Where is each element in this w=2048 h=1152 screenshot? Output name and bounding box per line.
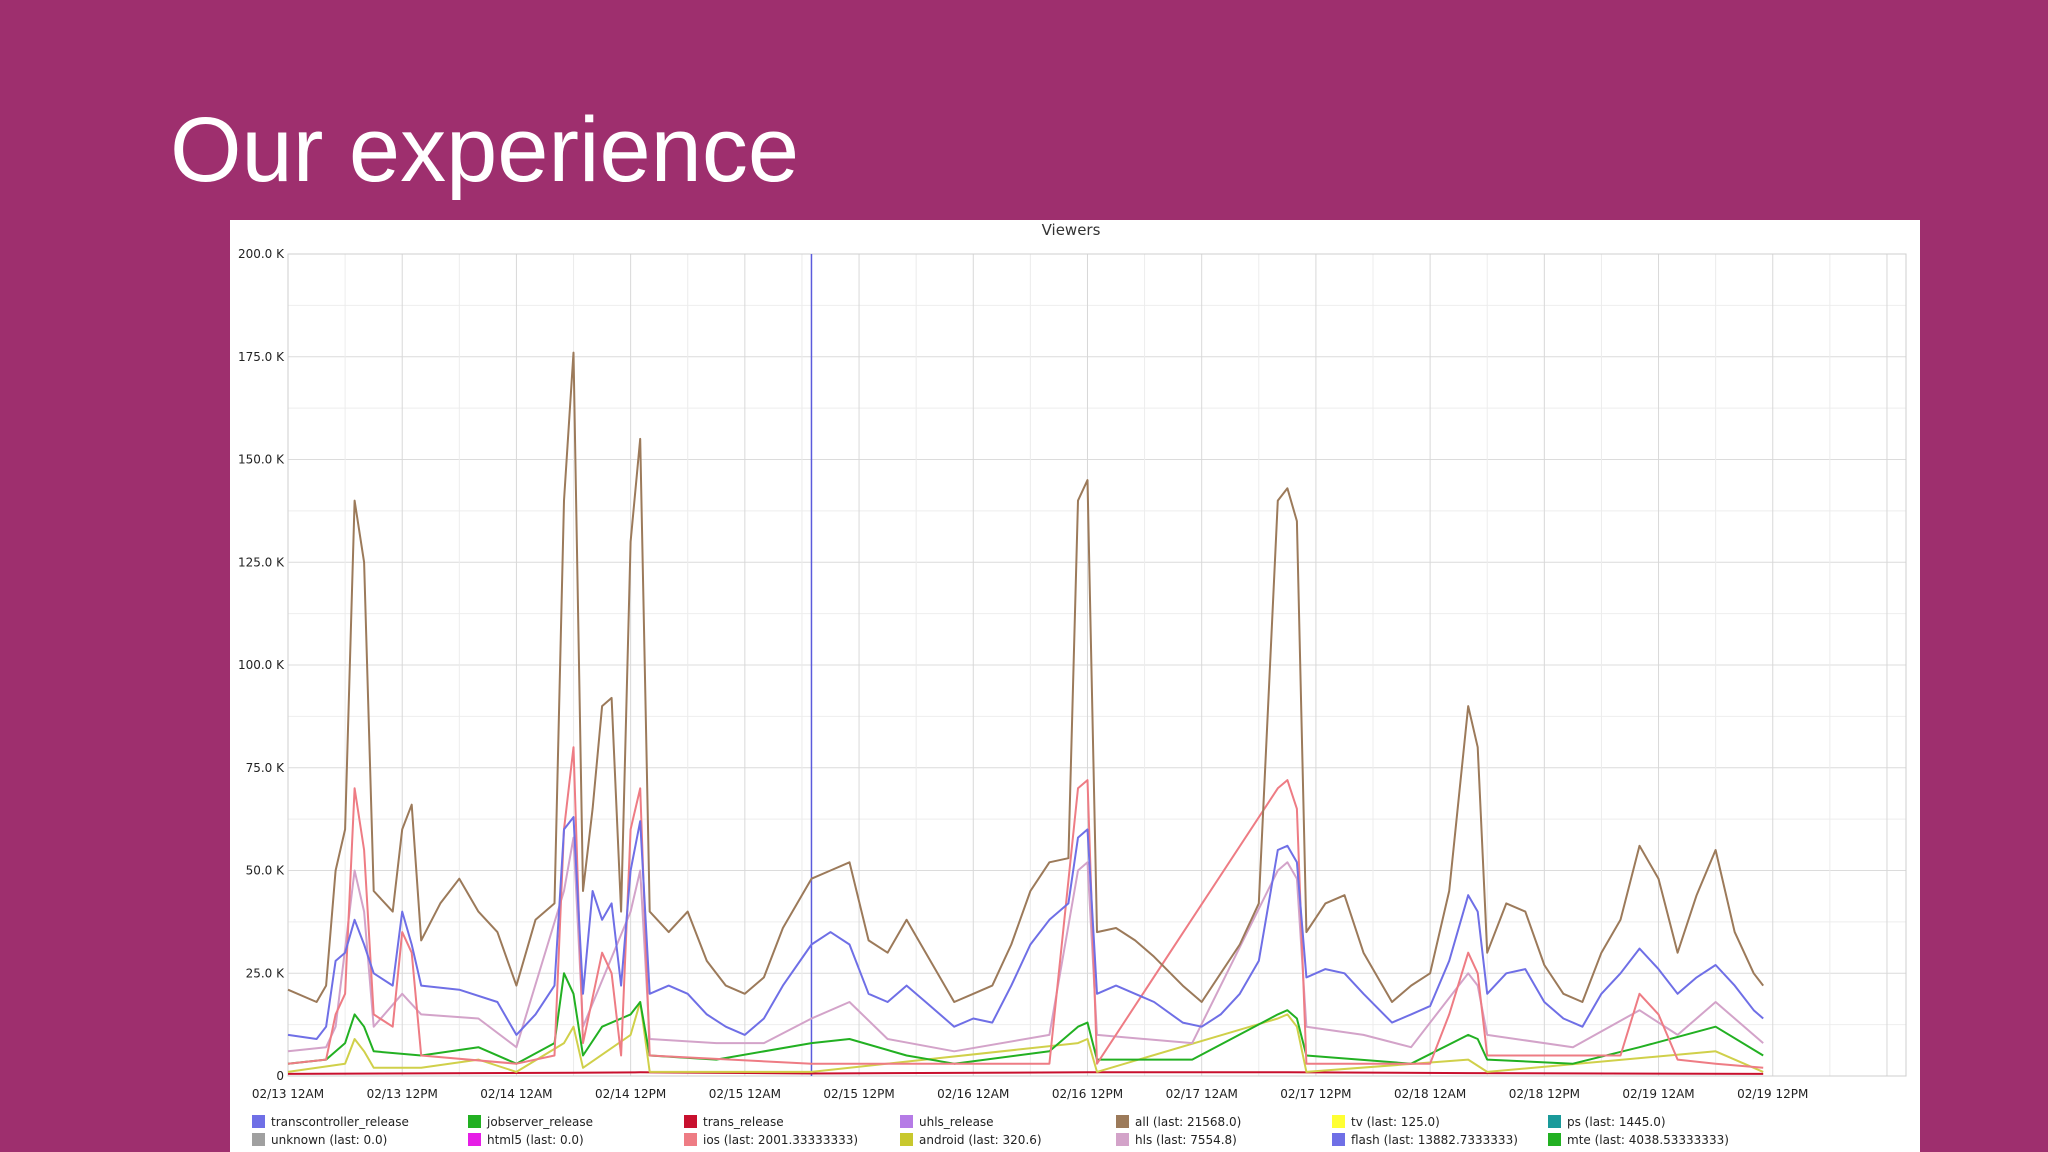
legend-item: transcontroller_release (252, 1114, 409, 1130)
chart-legend: transcontroller_release jobserver_release… (252, 1114, 1912, 1150)
y-tick-label: 100.0 K (238, 658, 285, 672)
y-tick-label: 175.0 K (238, 350, 285, 364)
legend-label: android (last: 320.6) (919, 1133, 1042, 1147)
legend-item: tv (last: 125.0) (1332, 1114, 1440, 1130)
y-tick-label: 125.0 K (238, 555, 285, 569)
series-line-mte (287, 972, 1764, 1065)
x-tick-label: 02/14 12AM (480, 1087, 552, 1101)
legend-swatch (1332, 1133, 1345, 1146)
legend-item: unknown (last: 0.0) (252, 1132, 387, 1148)
legend-item: jobserver_release (468, 1114, 593, 1130)
x-tick-label: 02/19 12AM (1622, 1087, 1694, 1101)
y-tick-label: 50.0 K (246, 864, 286, 878)
series-line-hls (287, 836, 1764, 1053)
legend-label: ps (last: 1445.0) (1567, 1115, 1666, 1129)
legend-swatch (1548, 1133, 1561, 1146)
plot-frame (287, 253, 1907, 1077)
series-lines (287, 351, 1764, 1075)
y-tick-label: 150.0 K (238, 453, 285, 467)
legend-label: tv (last: 125.0) (1351, 1115, 1440, 1129)
legend-label: uhls_release (919, 1115, 994, 1129)
legend-label: html5 (last: 0.0) (487, 1133, 584, 1147)
legend-swatch (1116, 1115, 1129, 1128)
y-tick-label: 25.0 K (246, 966, 286, 980)
chart-title: Viewers (1042, 221, 1101, 239)
legend-label: mte (last: 4038.53333333) (1567, 1133, 1729, 1147)
legend-swatch (900, 1133, 913, 1146)
series-line-trans_release (287, 1071, 1764, 1075)
legend-label: transcontroller_release (271, 1115, 409, 1129)
x-tick-label: 02/13 12AM (252, 1087, 324, 1101)
legend-label: ios (last: 2001.33333333) (703, 1133, 859, 1147)
legend-swatch (1116, 1133, 1129, 1146)
x-tick-label: 02/18 12PM (1509, 1087, 1580, 1101)
x-tick-label: 02/16 12PM (1052, 1087, 1123, 1101)
y-tick-label: 200.0 K (238, 247, 285, 261)
legend-swatch (684, 1133, 697, 1146)
legend-label: jobserver_release (487, 1115, 594, 1129)
legend-swatch (1548, 1115, 1561, 1128)
legend-label: all (last: 21568.0) (1135, 1115, 1242, 1129)
x-tick-label: 02/13 12PM (367, 1087, 438, 1101)
x-tick-label: 02/17 12PM (1280, 1087, 1351, 1101)
legend-item: ios (last: 2001.33333333) (684, 1132, 858, 1148)
legend-swatch (1332, 1115, 1345, 1128)
legend-item: android (last: 320.6) (900, 1132, 1042, 1148)
series-line-flash (287, 816, 1764, 1040)
legend-swatch (468, 1115, 481, 1128)
y-tick-label: 75.0 K (246, 761, 286, 775)
y-axis-ticks: 0 25.0 K 50.0 K 75.0 K 100.0 K 125.0 K 150.0 K… (238, 247, 285, 1083)
x-tick-label: 02/15 12AM (709, 1087, 781, 1101)
legend-item: trans_release (684, 1114, 784, 1130)
legend-item: mte (last: 4038.53333333) (1548, 1132, 1729, 1148)
legend-label: unknown (last: 0.0) (271, 1133, 388, 1147)
series-line-android (287, 1001, 1764, 1073)
x-tick-label: 02/16 12AM (937, 1087, 1009, 1101)
x-tick-label: 02/19 12PM (1737, 1087, 1808, 1101)
chart-grid (287, 253, 1907, 1077)
slide-title: Our experience (170, 99, 799, 201)
x-tick-label: 02/18 12AM (1394, 1087, 1466, 1101)
legend-swatch (252, 1115, 265, 1128)
legend-label: hls (last: 7554.8) (1135, 1133, 1237, 1147)
series-line-all (287, 351, 1764, 1003)
legend-item: flash (last: 13882.7333333) (1332, 1132, 1518, 1148)
x-tick-label: 02/15 12PM (823, 1087, 894, 1101)
line-chart: Viewers 0 25.0 K 50.0 K 75.0 K 100.0 K 125.0 … (238, 221, 1907, 1101)
x-tick-label: 02/14 12PM (595, 1087, 666, 1101)
legend-item: ps (last: 1445.0) (1548, 1114, 1666, 1130)
y-tick-label: 0 (276, 1069, 284, 1083)
legend-item: hls (last: 7554.8) (1116, 1132, 1237, 1148)
legend-swatch (252, 1133, 265, 1146)
legend-item: all (last: 21568.0) (1116, 1114, 1241, 1130)
series-line-ios (287, 746, 1764, 1069)
legend-swatch (468, 1133, 481, 1146)
chart-panel: Viewers 0 25.0 K 50.0 K 75.0 K 100.0 K 125.0 … (230, 220, 1920, 1152)
legend-swatch (684, 1115, 697, 1128)
legend-label: trans_release (703, 1115, 784, 1129)
legend-swatch (900, 1115, 913, 1128)
x-tick-label: 02/17 12AM (1166, 1087, 1238, 1101)
legend-item: uhls_release (900, 1114, 994, 1130)
legend-item: html5 (last: 0.0) (468, 1132, 584, 1148)
x-axis-ticks: 02/13 12AM 02/13 12PM 02/14 12AM 02/14 12PM… (252, 1087, 1809, 1101)
legend-label: flash (last: 13882.7333333) (1351, 1133, 1518, 1147)
